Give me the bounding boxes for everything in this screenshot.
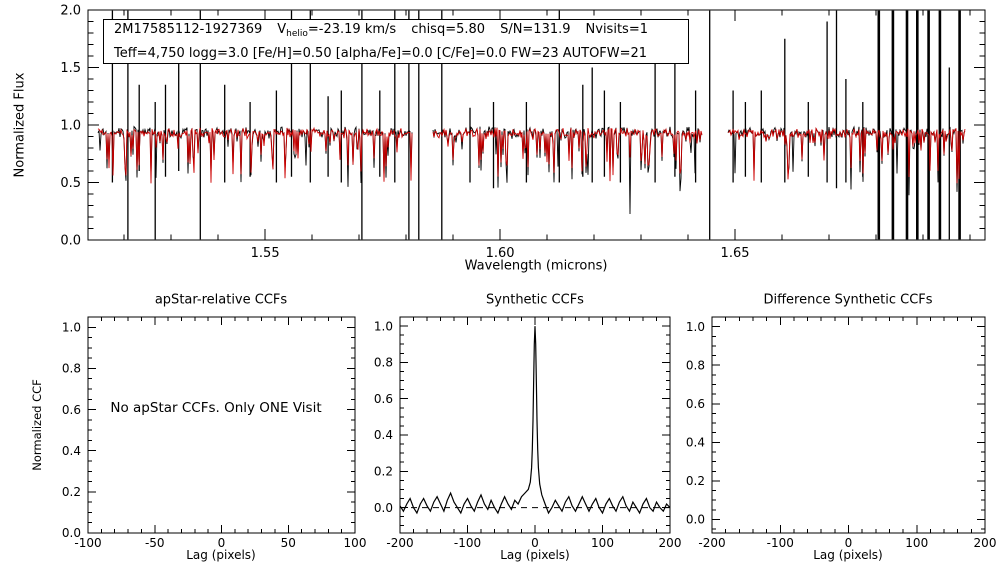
no-apstar-ccf-note: No apStar CCFs. Only ONE Visit [110, 400, 322, 416]
x-tick-label: 100 [905, 536, 928, 550]
spectrum-info-line2: Teff=4,750 logg=3.0 [Fe/H]=0.50 [alpha/F… [114, 46, 648, 61]
x-tick-label: -50 [145, 536, 165, 550]
x-tick-label: -200 [698, 536, 725, 550]
y-tick-label: 0.8 [374, 356, 393, 370]
x-tick-label: 200 [659, 536, 682, 550]
difference-ccf-title: Difference Synthetic CCFs [763, 292, 933, 308]
x-tick-label: 1.55 [251, 246, 280, 261]
y-tick-label: 1.5 [60, 61, 81, 76]
x-tick-label: 0 [845, 536, 853, 550]
y-tick-label: 2.0 [60, 4, 81, 19]
synthetic-ccf-panel: -200 -100 0 100 200 0.0 0.2 0.4 0.6 0.8 1.0 [374, 316, 682, 550]
difference-lag-axis-label: Lag (pixels) [813, 548, 883, 562]
y-tick-label: 1.0 [62, 320, 81, 334]
y-tick-label: 0.0 [62, 526, 81, 540]
axes [87, 9, 986, 241]
y-tick-label: 0.6 [374, 392, 393, 406]
apstar-ccf-panel: -100 -50 0 50 100 0.0 0.2 0.4 0.6 0.8 1.0 [62, 316, 367, 550]
axes-frame [87, 316, 356, 534]
y-tick-label: 0.8 [62, 362, 81, 376]
spectrum-info-box: 2M17585112-1927369 Vhelio=-23.19 km/s chis… [103, 19, 689, 64]
star-id: 2M17585112-1927369 [114, 22, 263, 37]
vhelio-base: V [277, 22, 287, 37]
flux-y-axis-label: Normalized Flux [12, 72, 28, 178]
synthetic-lag-axis-label: Lag (pixels) [500, 548, 570, 562]
axes [87, 316, 356, 534]
y-tick-label: 0.6 [686, 397, 705, 411]
axes-frame [711, 316, 986, 534]
y-tick-label: 0.2 [62, 485, 81, 499]
ccf-curve [399, 326, 671, 515]
y-tick-label: 0.6 [62, 403, 81, 417]
x-tick-label: 100 [344, 536, 367, 550]
ccf-y-axis-label: Normalized CCF [30, 379, 44, 471]
axes-frame [87, 9, 986, 241]
y-tick-label: 0.4 [374, 428, 393, 442]
x-tick-label: 0 [218, 536, 226, 550]
y-tick-label: 0.5 [60, 176, 81, 191]
y-tick-label: 0.2 [686, 474, 705, 488]
y-tick-label: 0.0 [374, 501, 393, 515]
synthetic-ccf-title: Synthetic CCFs [486, 292, 584, 308]
vhelio-value: Vhelio=-23.19 km/s [277, 22, 397, 39]
chisq-value: chisq=5.80 [411, 22, 486, 37]
x-tick-label: -100 [767, 536, 794, 550]
apstar-ccf-title: apStar-relative CCFs [154, 292, 288, 308]
vhelio-number: =-23.19 km/s [307, 22, 397, 37]
x-tick-label: 200 [974, 536, 997, 550]
wavelength-x-axis-label: Wavelength (microns) [464, 258, 608, 274]
y-tick-label: 0.4 [62, 444, 81, 458]
vhelio-subscript: helio [286, 29, 308, 39]
y-tick-label: 1.0 [374, 319, 393, 333]
x-tick-label: 100 [591, 536, 614, 550]
y-tick-label: 0.8 [686, 358, 705, 372]
y-tick-label: 0.4 [686, 436, 705, 450]
x-tick-label: -100 [454, 536, 481, 550]
axes [399, 316, 671, 534]
difference-ccf-panel: -200 -100 0 100 200 0.0 0.2 0.4 0.6 0.8 1.0 [686, 316, 997, 550]
nvisits-value: Nvisits=1 [585, 22, 648, 37]
bestfit-spectrum-line [97, 126, 966, 184]
y-tick-label: 0.0 [686, 513, 705, 527]
y-tick-label: 1.0 [686, 320, 705, 334]
x-tick-label: -200 [386, 536, 413, 550]
apstar-lag-axis-label: Lag (pixels) [186, 548, 256, 562]
x-tick-label: 1.65 [721, 246, 750, 261]
y-tick-label: 0.2 [374, 464, 393, 478]
axes [711, 316, 986, 534]
spectrum-info-line1: 2M17585112-1927369 Vhelio=-23.19 km/s chis… [114, 20, 688, 44]
snr-value: S/N=131.9 [500, 22, 571, 37]
y-tick-label: 0.0 [60, 234, 81, 249]
x-tick-label: 1.60 [486, 246, 515, 261]
x-tick-label: -100 [74, 536, 101, 550]
y-tick-label: 1.0 [60, 119, 81, 134]
x-tick-label: 50 [281, 536, 296, 550]
x-tick-label: 0 [531, 536, 539, 550]
axes-frame [399, 316, 671, 534]
